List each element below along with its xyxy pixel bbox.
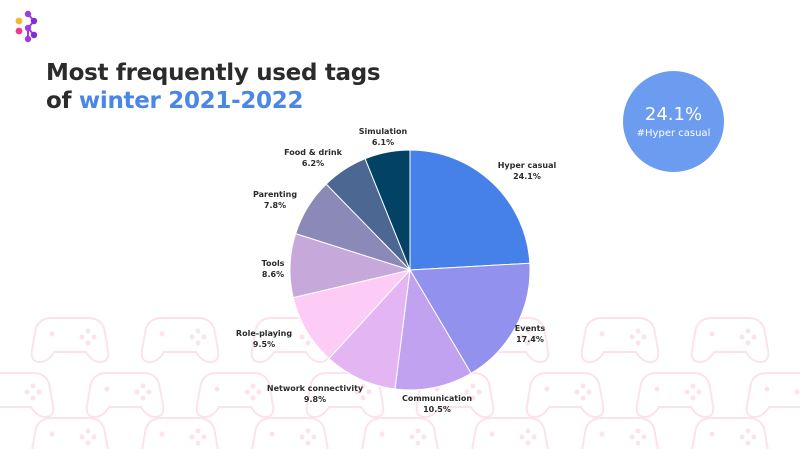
slice-label-value: 7.8% [263, 201, 287, 210]
gamepad-icon [691, 417, 769, 449]
slice-label-value: 8.6% [261, 270, 285, 279]
title-prefix: of [46, 88, 79, 114]
slice-label-name: Communication [401, 394, 473, 403]
slice-label-name: Simulation [358, 127, 408, 136]
gamepad-icon [361, 417, 439, 449]
top-tag-badge: 24.1% #Hyper casual [623, 71, 724, 172]
pie-slice-events [409, 262, 531, 374]
slice-label: Food & drink 6.2% [284, 147, 342, 169]
gamepad-icon [30, 317, 110, 364]
slice-label-value: 6.1% [371, 138, 395, 147]
gamepad-icon [85, 372, 165, 419]
title-accent: winter 2021-2022 [78, 88, 304, 114]
slice-label-value: 24.1% [513, 172, 541, 181]
slice-label-name: Network connectivity [266, 384, 364, 393]
slice-label-value: 9.5% [252, 340, 276, 349]
gamepad-icon [140, 317, 220, 364]
slice-label: Hyper casual 24.1% [498, 160, 557, 182]
slice-label-value: 17.4% [516, 335, 544, 344]
badge-tag: #Hyper casual [636, 127, 711, 139]
slice-label-name: Role-playing [235, 329, 293, 338]
slice-label: Simulation 6.1% [359, 126, 407, 148]
slice-label-name: Events [514, 324, 546, 333]
slice-label-name: Tools [261, 259, 285, 268]
gamepad-icon [745, 372, 800, 419]
pie-slice-network-connectivity [328, 268, 411, 390]
slice-label-name: Parenting [252, 190, 298, 199]
pie-slice-hyper-casual [409, 149, 531, 271]
gamepad-icon [635, 372, 715, 419]
gamepad-icon [195, 372, 275, 419]
gamepad-icon [690, 317, 770, 364]
gamepad-icon [0, 372, 55, 419]
gamepad-icon [251, 417, 329, 449]
slice-label-value: 6.2% [301, 159, 325, 168]
slice-label: Network connectivity 9.8% [267, 383, 363, 405]
slice-label: Role-playing 9.5% [236, 328, 292, 350]
gamepad-icon [141, 417, 219, 449]
gamepad-icon [471, 417, 549, 449]
slice-label: Events 17.4% [515, 323, 545, 345]
slice-label-name: Hyper casual [497, 161, 557, 170]
pie-slice-simulation [364, 149, 411, 271]
slice-label: Communication 10.5% [402, 393, 472, 415]
slice-label-value: 9.8% [303, 395, 327, 404]
chart-title-line-1: Most frequently used tags [46, 60, 381, 86]
slice-label-value: 10.5% [423, 405, 451, 414]
gamepad-icon [581, 417, 659, 449]
gamepad-icon [525, 372, 605, 419]
gamepad-icon [31, 417, 109, 449]
slice-label: Tools 8.6% [262, 258, 285, 280]
gamepad-icon [580, 317, 660, 364]
pie-slice-communication [394, 268, 472, 391]
chart-title-line-2: of winter 2021-2022 [46, 88, 303, 114]
slice-label-name: Food & drink [284, 148, 342, 157]
badge-value: 24.1% [644, 103, 703, 125]
dots-logo-icon [15, 10, 38, 43]
slice-label: Parenting 7.8% [253, 189, 297, 211]
